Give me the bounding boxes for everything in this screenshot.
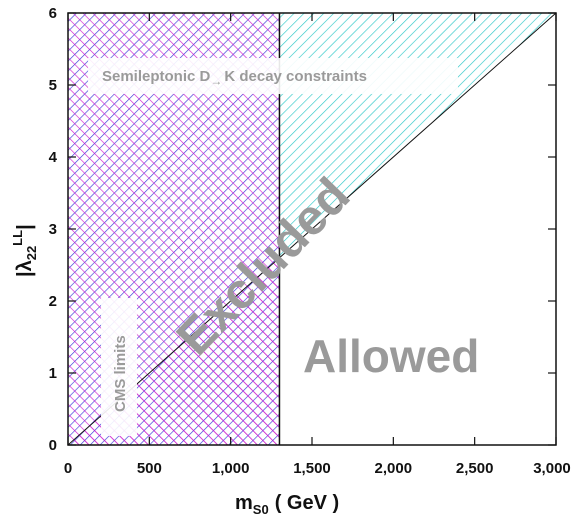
allowed-label: Allowed	[303, 330, 479, 382]
x-tick-label: 0	[64, 460, 72, 477]
cms-limits-label: CMS limits	[112, 335, 129, 412]
semileptonic-label: Semileptonic D→ K decay constraints	[102, 68, 367, 88]
y-tick-label: 3	[49, 221, 57, 238]
x-tick-label: 2,500	[456, 460, 494, 477]
y-tick-label: 6	[49, 5, 57, 22]
x-tick-label: 1,500	[293, 460, 331, 477]
y-tick-label: 4	[49, 149, 58, 166]
y-tick-label: 1	[49, 365, 57, 382]
boundary-line	[67, 12, 557, 446]
cms-label-box: CMS limits	[101, 298, 137, 436]
x-tick-label: 1,000	[212, 460, 250, 477]
x-tick-label: 500	[137, 460, 162, 477]
x-axis-title: mS0( GeV )	[235, 492, 339, 517]
y-axis-title: |λ22LL|	[10, 224, 39, 277]
y-tick-label: 2	[49, 293, 57, 310]
semileptonic-label-box: Semileptonic D→ K decay constraints	[88, 58, 458, 94]
x-tick-label: 3,000	[533, 460, 571, 477]
y-tick-label: 0	[49, 437, 57, 454]
y-axis: 0 1 2 3 4 5 6	[49, 5, 556, 454]
x-tick-label: 2,000	[375, 460, 413, 477]
y-tick-label: 5	[49, 77, 57, 94]
x-axis: 0 500 1,000 1,500 2,000 2,500 3,000	[64, 13, 571, 477]
